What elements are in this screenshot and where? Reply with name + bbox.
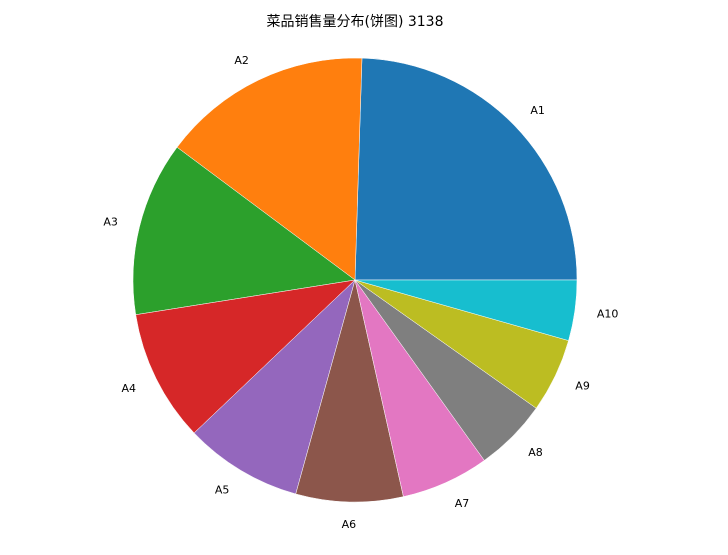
slice-label-a10: A10	[597, 308, 619, 321]
slice-label-a6: A6	[342, 518, 357, 531]
pie-slice-a5	[193, 279, 356, 495]
pie-slice-a1	[354, 57, 578, 281]
pie-slice-a6	[295, 279, 404, 503]
slice-label-a4: A4	[122, 382, 137, 395]
pie-slice-a10	[354, 279, 578, 341]
slice-label-a5: A5	[215, 483, 230, 496]
slice-label-a3: A3	[103, 216, 118, 229]
slice-label-a2: A2	[234, 54, 249, 67]
pie-slice-a2	[176, 57, 363, 281]
slice-label-a7: A7	[455, 497, 470, 510]
chart-title: 菜品销售量分布(饼图) 3138	[266, 14, 443, 30]
pie-slice-a4	[135, 279, 356, 434]
slice-label-a9: A9	[575, 379, 590, 392]
pie-slice-a3	[132, 146, 356, 316]
slice-label-a8: A8	[528, 446, 543, 459]
slice-label-a1: A1	[530, 104, 545, 117]
